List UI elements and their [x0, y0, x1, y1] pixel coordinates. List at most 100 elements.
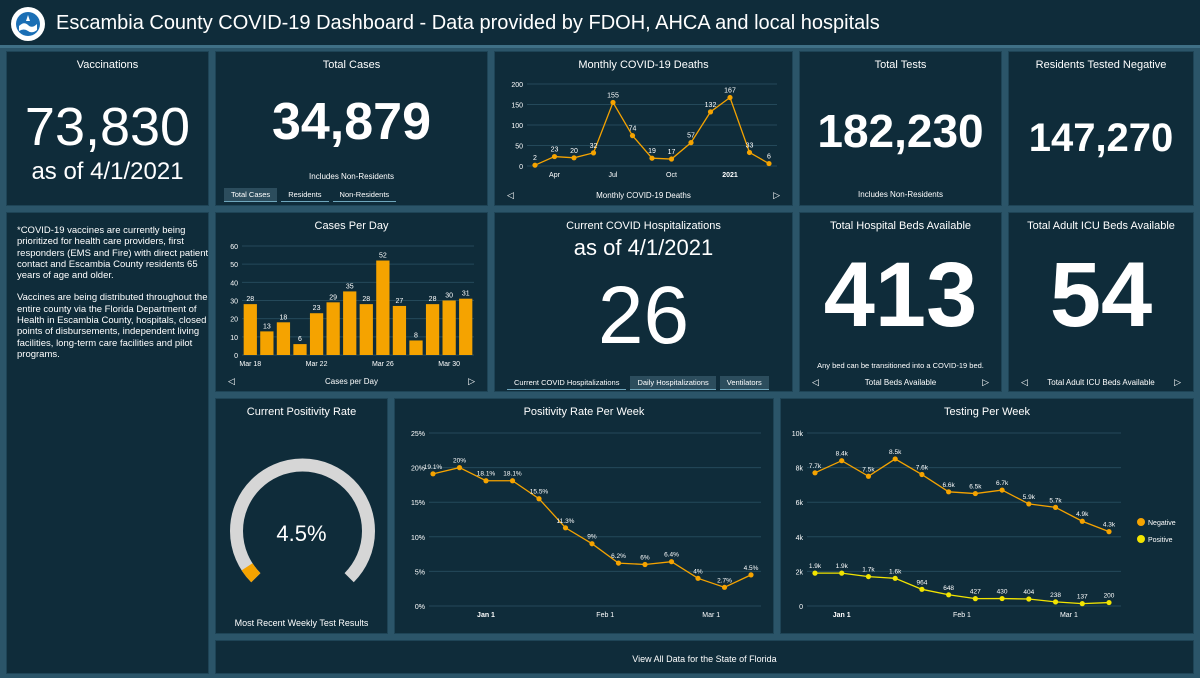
view-florida-data-link[interactable]: View All Data for the State of Florida: [632, 654, 777, 664]
y-tick-label: 60: [230, 244, 238, 251]
testing-data-label: 964: [916, 579, 927, 586]
cases-bar: [359, 304, 373, 355]
prev-arrow-icon[interactable]: ◁: [228, 376, 235, 386]
testing-point-positive: [919, 586, 925, 592]
positivity-data-label: 6.4%: [664, 552, 679, 559]
positivity-data-label: 20%: [453, 458, 466, 465]
positivity-point: [695, 575, 701, 581]
deaths-point: [532, 162, 538, 168]
testing-data-label: 430: [997, 589, 1008, 596]
y-tick-label: 150: [511, 103, 523, 110]
icu-beds-nav: ◁ Total Adult ICU Beds Available ▷: [1009, 377, 1193, 391]
deaths-point: [610, 99, 616, 106]
y-tick-label: 2k: [796, 569, 804, 576]
negative-value: 147,270: [1028, 116, 1174, 160]
testing-point-negative: [1052, 504, 1059, 510]
y-tick-label: 20: [230, 317, 238, 324]
monthly-deaths-panel: Monthly COVID-19 Deaths 0 50 100 150 200 2 23 2…: [494, 51, 793, 206]
positivity-rate-panel: Current Positivity Rate 4.5% Most Recent…: [215, 398, 388, 634]
cases-data-label: 29: [329, 294, 337, 301]
prev-arrow-icon[interactable]: ◁: [507, 190, 514, 200]
testing-week-title: Testing Per Week: [943, 406, 1030, 418]
next-arrow-icon[interactable]: ▷: [982, 377, 989, 387]
positivity-data-label: 6.2%: [611, 553, 626, 560]
cases-data-label: 6: [298, 336, 302, 343]
deaths-data-label: 2: [533, 155, 537, 162]
testing-data-label: 200: [1104, 593, 1115, 600]
positivity-week-panel: Positivity Rate Per Week 0% 5% 10% 15% 20% 25…: [394, 398, 774, 634]
x-tick-label: Mar 30: [438, 361, 460, 368]
y-tick-label: 0: [234, 353, 238, 360]
y-tick-label: 25%: [411, 431, 425, 438]
gauge-track: [230, 458, 375, 583]
testing-point-negative: [839, 458, 845, 464]
testing-data-label: 1.9k: [809, 563, 822, 570]
cases-bar: [260, 331, 274, 355]
icu-beds-title: Total Adult ICU Beds Available: [1027, 220, 1175, 232]
icu-beds-nav-label: Total Adult ICU Beds Available: [1047, 378, 1155, 387]
tab-daily-hospitalizations[interactable]: Daily Hospitalizations: [630, 376, 716, 390]
prev-arrow-icon[interactable]: ◁: [812, 377, 819, 387]
y-tick-label: 10k: [792, 431, 804, 438]
total-tests-title: Total Tests: [874, 59, 927, 71]
total-cases-note: Includes Non-Residents: [309, 172, 394, 181]
tab-ventilators[interactable]: Ventilators: [719, 376, 769, 390]
testing-data-label: 7.6k: [916, 465, 929, 472]
testing-point-positive: [839, 570, 845, 576]
tab-total-cases[interactable]: Total Cases: [224, 188, 278, 202]
hospitalizations-panel: Current COVID Hospitalizations as of 4/1…: [494, 212, 793, 392]
hospital-beds-note: Any bed can be transitioned into a COVID…: [817, 361, 984, 370]
positivity-point: [721, 584, 728, 590]
testing-point-positive: [812, 570, 818, 576]
cases-per-day-nav: ◁ Cases per Day ▷: [216, 376, 487, 390]
cases-bar: [442, 300, 456, 355]
testing-data-label: 1.7k: [862, 567, 875, 574]
legend-swatch-negative: [1137, 518, 1145, 526]
x-tick-label: Jan 1: [833, 612, 851, 619]
prev-arrow-icon[interactable]: ◁: [1021, 377, 1028, 387]
vaccine-info-paragraph-2: Vaccines are being distributed throughou…: [17, 292, 208, 360]
testing-data-label: 6.5k: [969, 484, 982, 491]
tab-residents[interactable]: Residents: [281, 188, 329, 202]
tab-non-residents[interactable]: Non-Residents: [332, 188, 397, 202]
tab-current-hospitalizations[interactable]: Current COVID Hospitalizations: [507, 376, 627, 390]
positivity-rate-value: 4.5%: [276, 521, 327, 546]
x-tick-label: Oct: [666, 172, 677, 179]
deaths-point: [727, 94, 733, 101]
positivity-data-label: 15.5%: [530, 489, 549, 496]
testing-point-negative: [1026, 501, 1032, 507]
testing-point-negative: [946, 489, 952, 495]
deaths-data-label: 132: [705, 102, 717, 109]
testing-data-label: 1.6k: [889, 568, 902, 575]
total-tests-panel: Total Tests 182,230 Includes Non-Residen…: [799, 51, 1002, 206]
positivity-data-label: 18.1%: [477, 471, 496, 478]
x-tick-label: Feb 1: [953, 612, 971, 619]
cases-bar: [309, 313, 324, 355]
gauge-fill: [241, 563, 261, 583]
testing-week-panel: Testing Per Week 0 2k 4k 6k 8k 10k 7.7k 8.4k 7.5…: [780, 398, 1194, 634]
testing-data-label: 7.7k: [809, 463, 822, 470]
hospital-beds-panel: Total Hospital Beds Available 413 Any be…: [799, 212, 1002, 392]
next-arrow-icon[interactable]: ▷: [1174, 377, 1181, 387]
y-tick-label: 4k: [796, 535, 804, 542]
cases-bar: [376, 260, 390, 355]
testing-data-label: 404: [1023, 589, 1034, 596]
next-arrow-icon[interactable]: ▷: [773, 190, 780, 200]
hospital-beds-title: Total Hospital Beds Available: [829, 220, 972, 232]
positivity-rate-note: Most Recent Weekly Test Results: [234, 618, 369, 628]
testing-point-negative: [1079, 518, 1085, 524]
cases-bar: [243, 304, 257, 355]
testing-data-label: 1.9k: [836, 563, 849, 570]
testing-point-positive: [1052, 599, 1059, 605]
testing-data-label: 137: [1077, 594, 1088, 601]
y-tick-label: 5%: [415, 569, 425, 576]
y-tick-label: 0: [799, 604, 803, 611]
legend-swatch-positive: [1137, 535, 1145, 543]
testing-point-negative: [1106, 529, 1112, 535]
footer-panel[interactable]: View All Data for the State of Florida: [215, 640, 1194, 674]
testing-data-label: 4.3k: [1103, 522, 1116, 529]
testing-point-negative: [892, 456, 898, 462]
next-arrow-icon[interactable]: ▷: [468, 376, 475, 386]
testing-data-label: 427: [970, 589, 981, 596]
total-tests-value: 182,230: [817, 105, 984, 157]
